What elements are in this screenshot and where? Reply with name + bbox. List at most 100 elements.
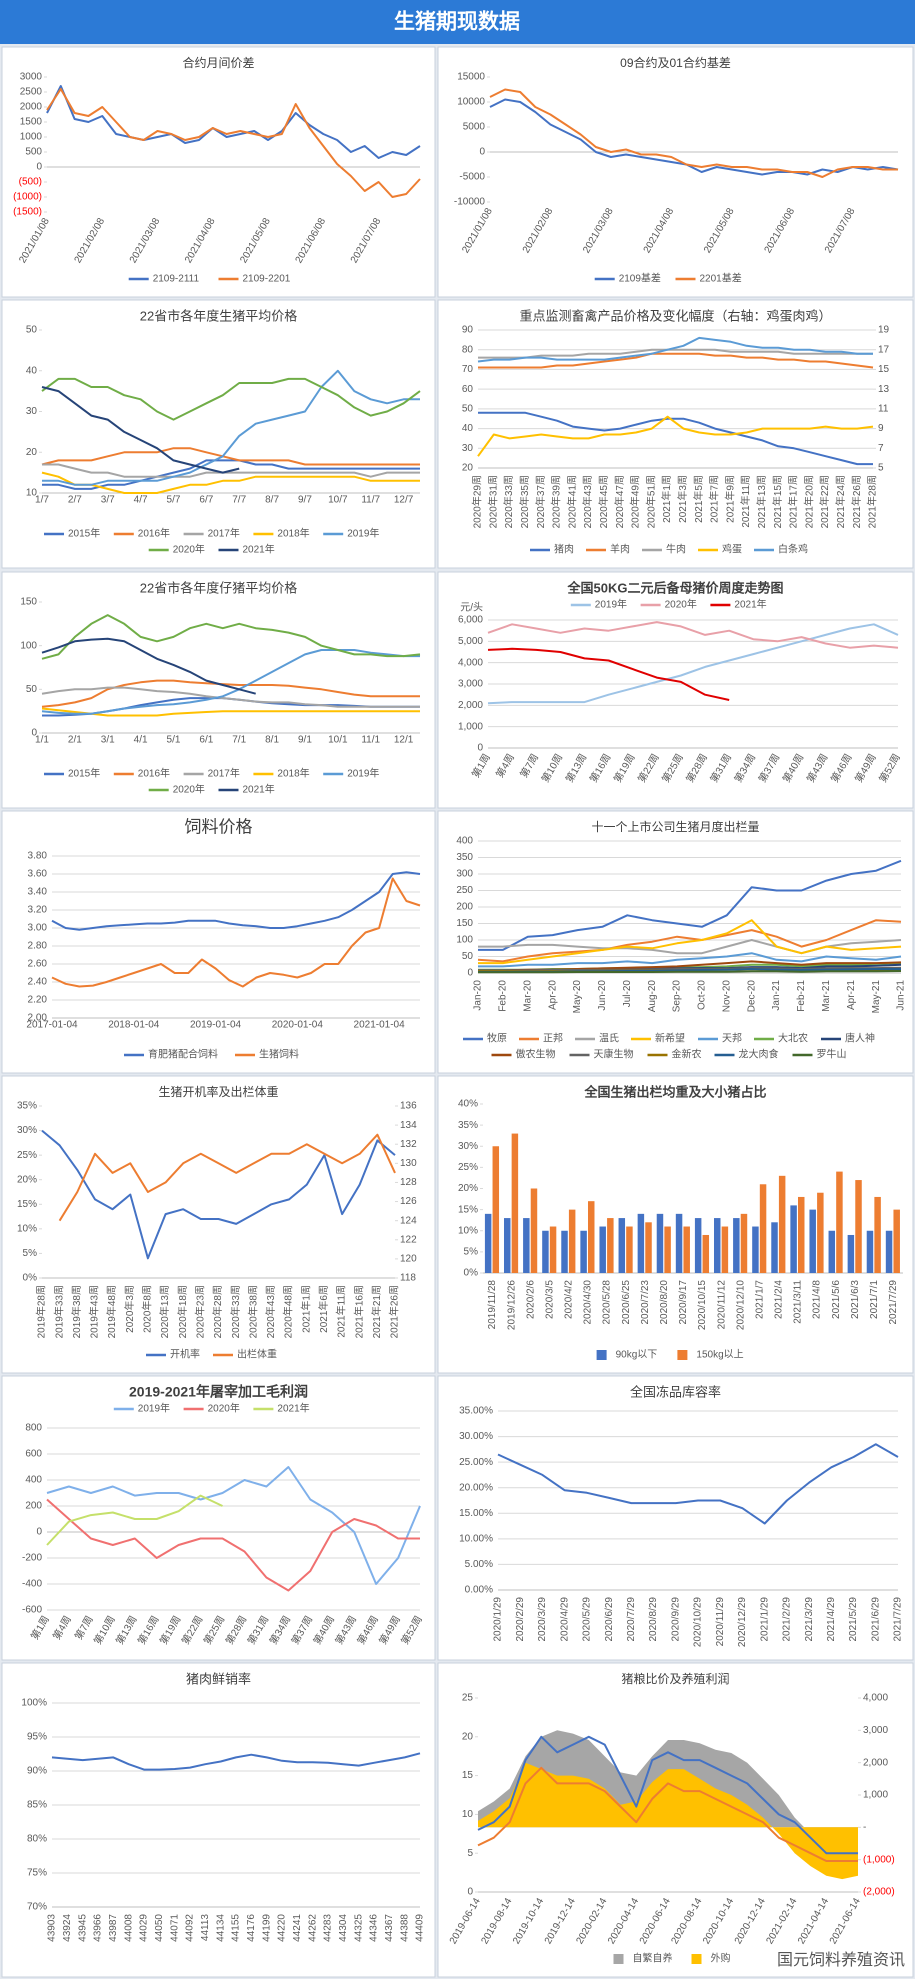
x-tick-label: 2020/5/29 — [582, 1597, 593, 1642]
panel-background — [1, 1075, 436, 1374]
y2-tick-label: 5 — [878, 463, 884, 474]
x-tick-label: 11/1 — [361, 735, 380, 746]
bar — [588, 1201, 595, 1273]
bar — [683, 1226, 690, 1273]
bar — [759, 1184, 767, 1273]
x-tick-label: 2021年17周 — [787, 475, 800, 528]
y-tick-label: -5000 — [459, 172, 485, 183]
legend-label: 2015年 — [68, 767, 100, 780]
legend-label: 白条鸡 — [778, 543, 808, 556]
legend-label: 2019年 — [595, 598, 627, 611]
x-tick-label: Apr-21 — [846, 980, 857, 1010]
y-tick-label: 2000 — [20, 102, 43, 113]
y-tick-label: 10 — [462, 1809, 474, 1820]
panel-background — [437, 299, 914, 569]
chart-title: 重点监测畜禽产品价格及变化幅度（右轴：鸡蛋肉鸡） — [519, 308, 831, 323]
y2-tick-label: 124 — [400, 1215, 417, 1226]
y-tick-label: 0 — [467, 1887, 473, 1898]
y-tick-label: 70% — [27, 1902, 47, 1913]
legend-label: 牧原 — [487, 1032, 507, 1045]
x-tick-label: 2020年48周 — [282, 1285, 295, 1338]
bar — [733, 1218, 740, 1273]
bar — [771, 1222, 778, 1273]
line-series — [41, 679, 420, 708]
y-tick-label: 20% — [17, 1174, 37, 1185]
y-tick-label: 75% — [27, 1868, 47, 1879]
line-series — [41, 1129, 396, 1260]
y-tick-label: 10% — [17, 1223, 37, 1234]
chart-title: 09合约及01合约基差 — [620, 55, 731, 70]
x-tick-label: 9/1 — [298, 735, 312, 746]
line-series — [41, 707, 420, 717]
y-tick-label: -600 — [22, 1605, 42, 1616]
y-tick-label: 25 — [462, 1693, 474, 1704]
chart-panel: 猪粮比价及养殖利润 0 5 10 15 20 25 (2,000) (1,000) - 1,000 2… — [437, 1662, 914, 1978]
y-tick-label: 3000 — [20, 72, 43, 83]
y-tick-label: 100 — [20, 640, 37, 651]
y-tick-label: (1000) — [13, 192, 42, 203]
x-tick-label: 2019年38周 — [70, 1285, 83, 1338]
x-tick-label: Sep-20 — [672, 980, 683, 1013]
x-tick-label: 2020/11/29 — [715, 1597, 726, 1647]
y-tick-label: 25% — [458, 1162, 478, 1173]
chart-title: 猪粮比价及养殖利润 — [621, 1671, 729, 1686]
bar — [626, 1226, 633, 1273]
x-tick-label: 2021年6周 — [317, 1285, 330, 1333]
x-tick-label: 2019/11/28 — [487, 1280, 498, 1330]
y-tick-label: 20.00% — [459, 1482, 493, 1493]
x-tick-label: 2020/8/29 — [648, 1597, 659, 1642]
bar — [542, 1230, 549, 1273]
x-tick-label: 44176 — [246, 1914, 257, 1942]
header-bar — [0, 0, 915, 44]
chart-title: 22省市各年度仔猪平均价格 — [140, 580, 297, 595]
page-title: 生猪期现数据 — [394, 10, 520, 34]
x-tick-label: 44008 — [123, 1914, 134, 1942]
x-tick-label: 44029 — [139, 1914, 150, 1942]
legend-label: 龙大肉食 — [739, 1048, 779, 1061]
x-tick-label: Mar-20 — [522, 980, 533, 1012]
y-tick-label: 250 — [456, 885, 473, 896]
y-tick-label: 95% — [27, 1732, 47, 1743]
x-tick-label: 6/7 — [199, 495, 213, 506]
x-tick-label: 43966 — [93, 1914, 104, 1942]
x-tick-label: 2021/7/29 — [893, 1597, 904, 1642]
y-tick-label: 15.00% — [459, 1508, 493, 1519]
x-tick-label: 2021/1/29 — [759, 1597, 770, 1642]
x-tick-label: 2/1 — [68, 735, 82, 746]
x-tick-label: Feb-21 — [796, 980, 807, 1012]
x-tick-label: 44367 — [384, 1914, 395, 1942]
x-tick-label: Aug-20 — [647, 980, 658, 1013]
y2-tick-label: - — [863, 1822, 866, 1833]
y-tick-label: 15% — [458, 1204, 478, 1215]
x-tick-label: 2020/6/25 — [621, 1280, 632, 1325]
y-tick-label: 5% — [464, 1247, 479, 1258]
x-tick-label: 44155 — [231, 1914, 242, 1942]
x-tick-label: 8/7 — [265, 495, 279, 506]
x-tick-label: 2020/6/29 — [604, 1597, 615, 1642]
line-series — [477, 336, 873, 363]
y2-tick-label: 118 — [400, 1273, 416, 1284]
legend-label: 2018年 — [277, 527, 309, 540]
bar — [893, 1209, 900, 1273]
y-tick-label: 20 — [462, 463, 474, 474]
y-tick-label: -400 — [22, 1579, 42, 1590]
y-tick-label: 60 — [462, 384, 474, 395]
y-tick-label: 0 — [479, 147, 485, 158]
bar — [874, 1196, 881, 1273]
x-tick-label: 2020年13周 — [158, 1285, 171, 1338]
line-series — [478, 952, 902, 968]
x-tick-label: 2020年23周 — [193, 1285, 206, 1338]
x-tick-label: 2019-01-04 — [190, 1020, 242, 1031]
y-tick-label: 80 — [462, 344, 474, 355]
y-tick-label: -200 — [22, 1553, 42, 1564]
legend-label: 正邦 — [543, 1032, 563, 1045]
y-tick-label: 40 — [462, 423, 474, 434]
y2-tick-label: 132 — [400, 1139, 417, 1150]
x-tick-label: 2021年9周 — [723, 475, 736, 523]
x-tick-label: 44050 — [154, 1914, 165, 1942]
chart-panel: 全国冻品库容率 0.00% 5.00% 10.00% 15.00% 20.00% 25.00… — [437, 1375, 914, 1661]
bar — [809, 1209, 816, 1273]
chart-panel: 全国50KG二元后备母猪价周度走势图 0 1,000 2,000 3,000 4,000 5… — [437, 571, 914, 809]
y-tick-label: 15 — [462, 1770, 474, 1781]
legend-swatch — [677, 1350, 688, 1360]
